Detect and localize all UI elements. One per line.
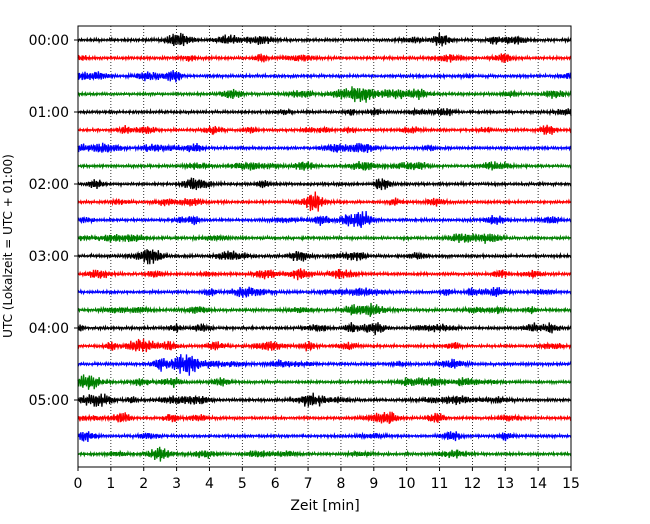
x-tick-label: 0 <box>74 476 83 492</box>
y-tick-label: 05:00 <box>29 393 69 409</box>
x-tick-label: 2 <box>139 476 148 492</box>
trace-line <box>77 177 572 191</box>
x-tick-label: 4 <box>205 476 214 492</box>
trace-line <box>77 124 572 136</box>
x-tick-label: 3 <box>172 476 181 492</box>
x-tick-label: 5 <box>238 476 247 492</box>
x-axis-label: Zeit [min] <box>290 498 359 514</box>
trace-line <box>77 160 572 171</box>
x-tick-label: 7 <box>304 476 313 492</box>
plot-frame <box>77 25 572 468</box>
x-tick-label: 12 <box>463 476 481 492</box>
y-ticks: 00:00 01:00 02:00 03:00 04:00 05:00 <box>29 33 78 409</box>
y-tick-label: 03:00 <box>29 249 69 265</box>
trace-line <box>77 106 572 117</box>
trace-line <box>77 286 572 298</box>
y-axis-label: UTC (Lokalzeit = UTC + 01:00) <box>1 154 15 338</box>
trace-line <box>77 233 572 244</box>
trace-line <box>77 32 572 47</box>
x-tick-label: 13 <box>496 476 514 492</box>
trace-line <box>77 211 572 228</box>
x-tick-label: 14 <box>529 476 547 492</box>
x-tick-label: 9 <box>369 476 378 492</box>
trace-line <box>77 191 572 212</box>
y-tick-label: 02:00 <box>29 177 69 193</box>
trace-line <box>77 374 572 390</box>
x-tick-label: 1 <box>106 476 115 492</box>
trace-line <box>77 86 572 103</box>
trace-line <box>77 142 572 153</box>
trace-line <box>77 354 572 376</box>
trace-line <box>77 392 572 407</box>
x-tick-label: 6 <box>271 476 280 492</box>
trace-line <box>77 53 572 63</box>
trace-line <box>77 338 572 353</box>
trace-line <box>77 69 572 83</box>
trace-line <box>77 446 572 462</box>
x-tick-label: 8 <box>336 476 345 492</box>
x-tick-label: 11 <box>431 476 449 492</box>
trace-line <box>77 430 572 442</box>
trace-line <box>77 268 572 281</box>
x-tick-label: 10 <box>398 476 416 492</box>
trace-line <box>77 411 572 424</box>
trace-line <box>77 249 572 265</box>
trace-line <box>77 302 572 317</box>
y-tick-label: 04:00 <box>29 321 69 337</box>
x-ticks: 0 1 2 3 4 5 6 7 8 9 10 11 12 13 14 15 <box>74 467 580 492</box>
trace-layer <box>77 32 572 462</box>
y-tick-label: 01:00 <box>29 105 69 121</box>
x-tick-label: 15 <box>562 476 580 492</box>
trace-line <box>77 322 572 336</box>
y-tick-label: 00:00 <box>29 33 69 49</box>
